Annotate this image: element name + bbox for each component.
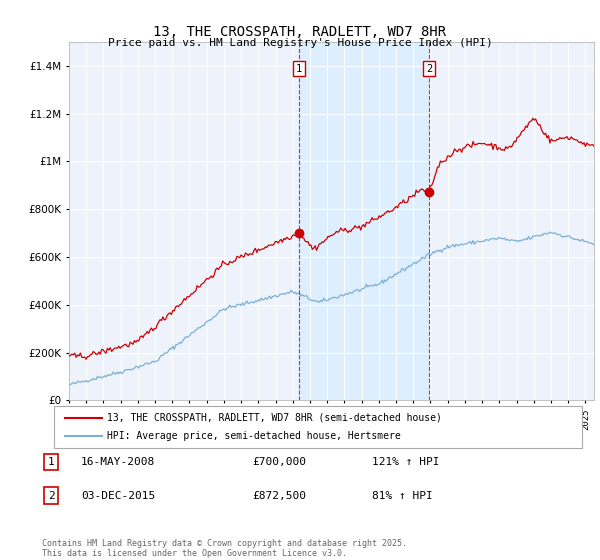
Text: HPI: Average price, semi-detached house, Hertsmere: HPI: Average price, semi-detached house,… bbox=[107, 431, 401, 441]
Text: 13, THE CROSSPATH, RADLETT, WD7 8HR: 13, THE CROSSPATH, RADLETT, WD7 8HR bbox=[154, 25, 446, 39]
Text: 03-DEC-2015: 03-DEC-2015 bbox=[81, 491, 155, 501]
Text: 16-MAY-2008: 16-MAY-2008 bbox=[81, 457, 155, 467]
FancyBboxPatch shape bbox=[54, 406, 582, 448]
Text: 1: 1 bbox=[47, 457, 55, 467]
Text: 1: 1 bbox=[296, 64, 302, 74]
Text: 13, THE CROSSPATH, RADLETT, WD7 8HR (semi-detached house): 13, THE CROSSPATH, RADLETT, WD7 8HR (sem… bbox=[107, 413, 442, 423]
Text: Price paid vs. HM Land Registry's House Price Index (HPI): Price paid vs. HM Land Registry's House … bbox=[107, 38, 493, 48]
Text: 81% ↑ HPI: 81% ↑ HPI bbox=[372, 491, 433, 501]
Text: 2: 2 bbox=[426, 64, 432, 74]
Text: Contains HM Land Registry data © Crown copyright and database right 2025.
This d: Contains HM Land Registry data © Crown c… bbox=[42, 539, 407, 558]
Bar bbox=[299, 42, 429, 400]
Text: 121% ↑ HPI: 121% ↑ HPI bbox=[372, 457, 439, 467]
Text: 2: 2 bbox=[47, 491, 55, 501]
Text: £872,500: £872,500 bbox=[252, 491, 306, 501]
Text: £700,000: £700,000 bbox=[252, 457, 306, 467]
